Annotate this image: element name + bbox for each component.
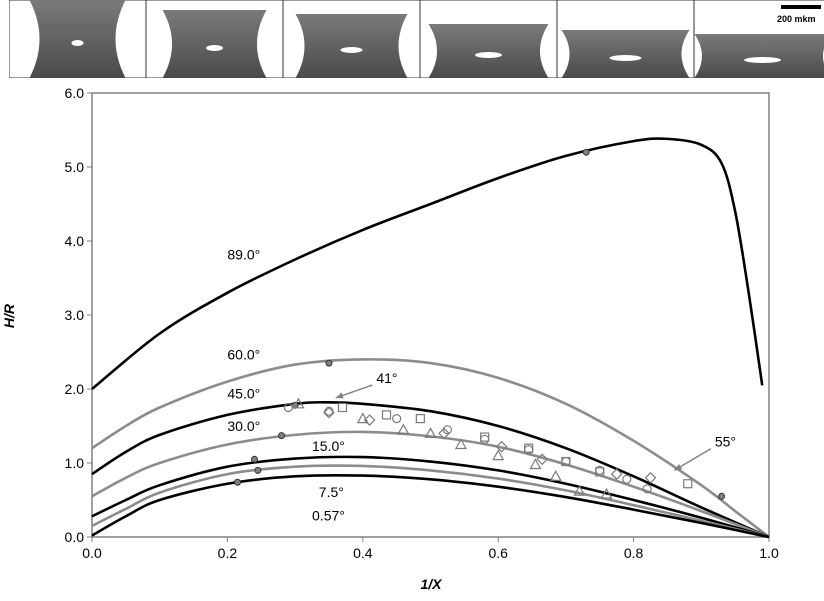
- exp-point-circle: [480, 434, 490, 444]
- y-axis-label: H/R: [1, 303, 17, 328]
- scale-bar: [781, 5, 821, 9]
- curve-label: 30.0°: [227, 418, 260, 434]
- series-line: [91, 400, 770, 539]
- y-tick-label: 4.0: [65, 233, 85, 249]
- series-line: [91, 473, 770, 539]
- exp-point-square: [683, 479, 693, 489]
- exp-point-triangle: [600, 487, 613, 499]
- exp-point-triangle: [573, 484, 586, 496]
- exp-point-square: [337, 402, 348, 413]
- exp-point-square: [524, 443, 534, 453]
- droplet-frames: 200 mkm: [8, 0, 824, 79]
- liquid-bridge: [428, 24, 549, 78]
- exp-point-triangle: [549, 470, 562, 481]
- series-line: [91, 358, 770, 539]
- liquid-bridge: [162, 10, 267, 78]
- annotation-label: 41°: [376, 370, 397, 386]
- highlight: [475, 52, 502, 58]
- droplet-frame: [419, 0, 558, 79]
- exp-point-diamond: [495, 440, 508, 453]
- exp-point-square: [595, 467, 605, 477]
- liquid-bridge: [29, 0, 126, 78]
- series-line: [91, 430, 770, 539]
- curve-label: 60.0°: [227, 346, 260, 362]
- curve-label: 7.5°: [319, 484, 344, 500]
- exp-point-circle: [642, 484, 652, 494]
- exp-point-diamond: [610, 468, 623, 480]
- x-tick-label: 1.0: [759, 545, 779, 561]
- droplet-frame: [282, 0, 421, 79]
- exp-point-triangle: [454, 438, 467, 450]
- series-marker: [250, 455, 258, 463]
- highlight: [744, 57, 781, 63]
- highlight: [340, 47, 363, 53]
- x-tick-label: 0.6: [488, 545, 508, 561]
- x-tick-label: 0.2: [218, 545, 238, 561]
- annotation-label: 55°: [715, 434, 736, 450]
- exp-point-triangle: [397, 423, 410, 435]
- series-marker: [325, 359, 333, 367]
- y-tick-label: 5.0: [65, 159, 85, 175]
- liquid-bridge: [694, 34, 824, 78]
- x-tick-label: 0.8: [624, 545, 644, 561]
- series-line: [91, 137, 764, 391]
- y-tick-label: 1.0: [65, 455, 85, 471]
- x-tick-label: 0.0: [82, 545, 102, 561]
- y-tick-label: 2.0: [65, 381, 85, 397]
- curve-label: 0.57°: [312, 508, 345, 524]
- exp-point-diamond: [323, 406, 335, 419]
- liquid-bridge: [295, 14, 408, 78]
- highlight: [206, 45, 223, 51]
- exp-point-square: [480, 432, 490, 442]
- exp-point-triangle: [356, 412, 369, 424]
- series-marker: [582, 148, 590, 156]
- highlight: [71, 40, 84, 46]
- exp-point-triangle: [529, 458, 542, 470]
- exp-point-diamond: [644, 471, 657, 484]
- curve-label: 15.0°: [312, 438, 345, 454]
- x-tick-label: 0.4: [353, 545, 373, 561]
- exp-point-square: [561, 456, 571, 467]
- exp-point-circle: [392, 414, 402, 424]
- highlight: [609, 55, 642, 61]
- series-marker: [234, 478, 242, 486]
- exp-point-triangle: [492, 449, 505, 461]
- y-tick-label: 6.0: [65, 85, 85, 101]
- exp-point-diamond: [363, 414, 376, 426]
- exp-point-triangle: [424, 427, 437, 438]
- y-tick-label: 0.0: [65, 529, 85, 545]
- series-marker: [254, 466, 262, 474]
- exp-point-square: [415, 414, 425, 424]
- droplet-frame: [693, 0, 824, 79]
- droplet-frame: [8, 0, 147, 79]
- series-marker: [718, 492, 726, 500]
- exp-point-diamond: [536, 453, 549, 466]
- y-tick-label: 3.0: [65, 307, 85, 323]
- exp-point-circle: [283, 402, 293, 413]
- curve-label: 89.0°: [227, 247, 260, 263]
- exp-point-circle: [622, 474, 632, 484]
- annotation-arrowhead: [335, 392, 344, 399]
- droplet-image-strip: 200 mkm: [8, 0, 824, 79]
- exp-point-square: [381, 410, 392, 420]
- liquid-bridge: [561, 30, 690, 78]
- droplet-frame: [556, 0, 695, 79]
- exp-point-diamond: [438, 427, 450, 440]
- annotation-arrowhead: [674, 463, 683, 471]
- exp-point-triangle: [292, 397, 305, 409]
- series-marker: [278, 432, 286, 440]
- x-axis-label: 1/X: [420, 576, 443, 592]
- series-line: [91, 464, 770, 539]
- series-line: [91, 455, 770, 539]
- curve-label: 45.0°: [227, 386, 260, 402]
- scale-bar-label: 200 mkm: [777, 14, 816, 24]
